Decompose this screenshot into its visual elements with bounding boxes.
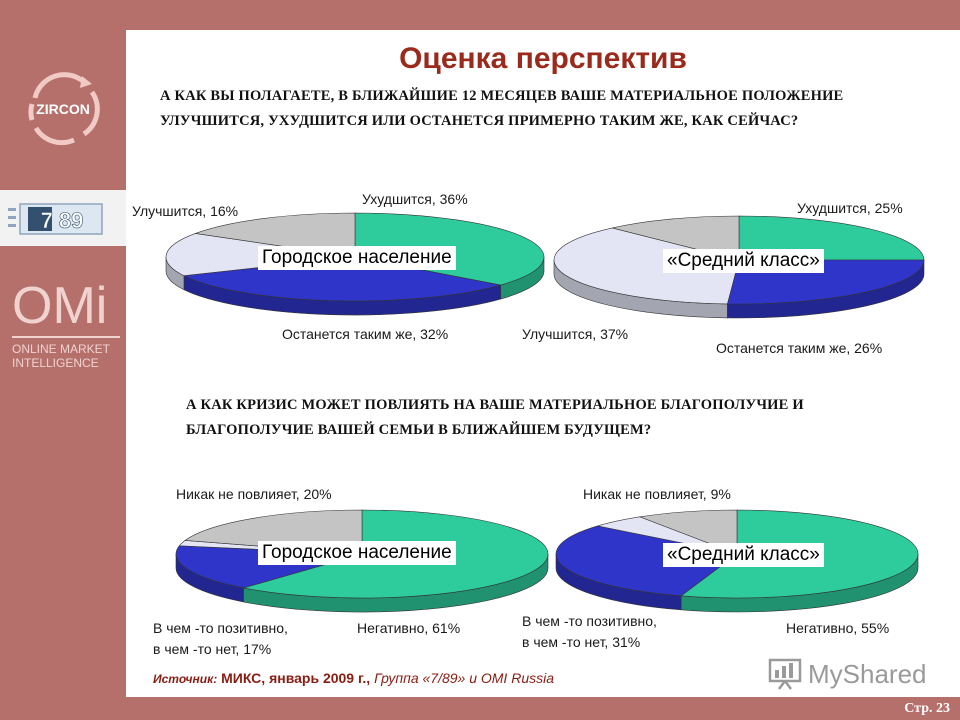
- label-urban-crisis-mixed-line2: в чем -то нет, 17%: [153, 641, 272, 657]
- pie-title-middle-class-outlook: «Средний класс»: [663, 249, 824, 273]
- pie-title-urban-outlook: Городское население: [258, 246, 456, 270]
- pie-3-slice-1: [555, 525, 738, 597]
- label-middle-crisis-mixed-line1: В чем -то позитивно,: [522, 613, 657, 629]
- pie-chart-urban-outlook: [165, 212, 545, 316]
- label-urban-same: Останется таким же, 32%: [282, 326, 449, 342]
- logo-789-mark-1: [8, 208, 16, 211]
- label-middle-worse: Ухудшится, 25%: [797, 200, 903, 216]
- omi-logo: OMi ONLINE MARKET INTELLIGENCE: [12, 280, 124, 370]
- label-middle-crisis-none: Никак не повлияет, 9%: [583, 486, 731, 502]
- logo-789-mark-3: [8, 224, 16, 227]
- pie-1-slice-2: [553, 227, 740, 305]
- source-label: Источник:: [153, 672, 218, 686]
- label-urban-crisis-negative: Негативно, 61%: [357, 620, 461, 636]
- label-middle-better: Улучшится, 37%: [522, 326, 629, 342]
- zircon-logo: ZIRCON: [28, 72, 100, 146]
- bottom-bar: [0, 697, 960, 720]
- zircon-logo-text: ZIRCON: [36, 101, 90, 117]
- zircon-arc-left: [28, 103, 35, 121]
- watermark-text: MyShared: [808, 658, 927, 689]
- label-urban-crisis-mixed-line1: В чем -то позитивно,: [153, 620, 288, 636]
- omi-logo-wordmark: OMi: [12, 277, 108, 335]
- source-title: МИКС, январь 2009 г.,: [221, 670, 371, 686]
- label-middle-crisis-negative: Негативно, 55%: [786, 620, 890, 636]
- zircon-arrow-head: [80, 76, 92, 88]
- logo-789-text: 7 89: [41, 208, 84, 233]
- source-authors: Группа «7/89» и OMI Russia: [370, 670, 555, 686]
- page-number: Стр. 23: [904, 701, 950, 716]
- group-789-logo: 7 89: [8, 203, 103, 235]
- myshared-watermark: MyShared: [768, 657, 927, 691]
- omi-logo-divider: [12, 336, 120, 338]
- label-urban-crisis-none: Никак не повлияет, 20%: [176, 486, 332, 502]
- omi-logo-line1: ONLINE MARKET: [12, 342, 111, 356]
- top-bar: [0, 0, 960, 30]
- omi-logo-line2: INTELLIGENCE: [12, 356, 99, 370]
- label-middle-crisis-mixed-line2: в чем -то нет, 31%: [522, 634, 641, 650]
- label-middle-crisis-mixed: В чем -то позитивно, в чем -то нет, 31%: [522, 611, 657, 653]
- left-sidebar: [0, 0, 126, 720]
- label-urban-crisis-mixed: В чем -то позитивно, в чем -то нет, 17%: [153, 618, 288, 660]
- pie-title-urban-crisis: Городское население: [258, 541, 456, 565]
- zircon-arc-top: [32, 72, 86, 99]
- label-urban-better: Улучшится, 16%: [132, 203, 239, 219]
- question-1: А КАК ВЫ ПОЛАГАЕТЕ, В БЛИЖАЙШИЕ 12 МЕСЯЦ…: [160, 88, 844, 129]
- zircon-arc-bottom: [33, 126, 76, 146]
- source-note: Источник: МИКС, январь 2009 г., Группа «…: [153, 670, 554, 686]
- slide-title: Оценка перспектив: [399, 42, 687, 75]
- pie-title-middle-class-crisis: «Средний класс»: [663, 543, 824, 567]
- question-2: А КАК КРИЗИС МОЖЕТ ПОВЛИЯТЬ НА ВАШЕ МАТЕ…: [186, 397, 804, 438]
- label-urban-worse: Ухудшится, 36%: [362, 191, 468, 207]
- logo-789-mark-2: [8, 216, 16, 219]
- presentation-icon: [768, 658, 802, 690]
- zircon-arc-right: [82, 90, 100, 137]
- label-middle-same: Останется таким же, 26%: [716, 340, 883, 356]
- pie-chart-middle-class-outlook: [553, 215, 925, 319]
- logo-789-dark-block: [28, 207, 52, 231]
